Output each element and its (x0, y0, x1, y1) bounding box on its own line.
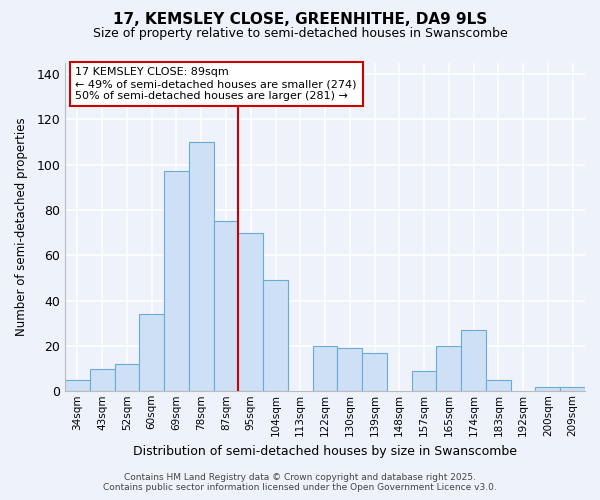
Bar (164, 172, 189, 392)
Bar (535, 386, 560, 392)
Bar (189, 142, 214, 392)
Text: 17 KEMSLEY CLOSE: 89sqm
← 49% of semi-detached houses are smaller (274)
50% of s: 17 KEMSLEY CLOSE: 89sqm ← 49% of semi-de… (76, 68, 357, 100)
Bar (90, 368, 115, 392)
Bar (313, 346, 337, 392)
Bar (115, 364, 139, 392)
Bar (486, 380, 511, 392)
Bar (337, 348, 362, 392)
Text: Size of property relative to semi-detached houses in Swanscombe: Size of property relative to semi-detach… (92, 28, 508, 40)
Bar (65, 380, 90, 392)
Bar (436, 346, 461, 392)
Text: Contains HM Land Registry data © Crown copyright and database right 2025.
Contai: Contains HM Land Registry data © Crown c… (103, 473, 497, 492)
Bar (461, 330, 486, 392)
X-axis label: Distribution of semi-detached houses by size in Swanscombe: Distribution of semi-detached houses by … (133, 444, 517, 458)
Bar (139, 314, 164, 392)
Bar (412, 371, 436, 392)
Bar (362, 352, 387, 392)
Bar (263, 280, 288, 392)
Bar (560, 386, 585, 392)
Text: 17, KEMSLEY CLOSE, GREENHITHE, DA9 9LS: 17, KEMSLEY CLOSE, GREENHITHE, DA9 9LS (113, 12, 487, 28)
Bar (214, 221, 238, 392)
Bar (238, 232, 263, 392)
Y-axis label: Number of semi-detached properties: Number of semi-detached properties (15, 118, 28, 336)
